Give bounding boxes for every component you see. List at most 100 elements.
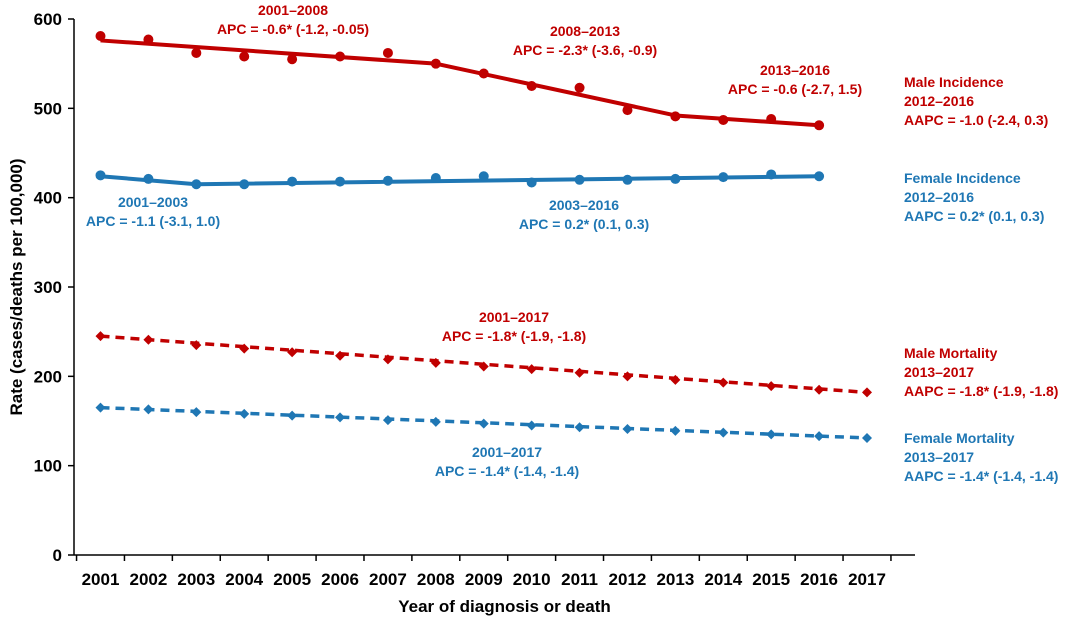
x-tick-label: 2002 <box>129 570 167 589</box>
data-point-male_mortality <box>718 377 729 388</box>
x-tick-label: 2001 <box>82 570 120 589</box>
segment-annotation-line: APC = -2.3* (-3.6, -0.9) <box>513 42 657 58</box>
x-tick-label: 2015 <box>752 570 790 589</box>
segment-annotation-line: 2003–2016 <box>549 197 619 213</box>
series-label-male_incidence-line: Male Incidence <box>904 74 1004 90</box>
data-point-male_mortality <box>862 387 872 398</box>
series-female_mortality <box>95 402 872 443</box>
data-point-male_incidence <box>526 81 537 91</box>
segment-annotation: 2001–2017 APC = -1.8* (-1.9, -1.8) <box>442 309 586 344</box>
data-point-female_incidence <box>191 179 202 190</box>
data-point-male_incidence <box>718 114 729 125</box>
x-tick-label: 2005 <box>273 570 311 589</box>
x-tick-label: 2014 <box>704 570 742 589</box>
data-point-female_mortality <box>191 407 202 418</box>
data-point-female_incidence <box>430 173 441 184</box>
series-label-male_incidence: Male Incidence 2012–2016 AAPC = -1.0 (-2.4… <box>904 74 1048 128</box>
data-point-female_mortality <box>430 416 441 427</box>
x-tick-label: 2017 <box>848 570 886 589</box>
series-label-male_mortality: Male Mortality 2013–2017 AAPC = -1.8* (-1.… <box>904 345 1058 399</box>
segment-annotation-line: APC = -0.6* (-1.2, -0.05) <box>217 21 369 37</box>
y-tick-label: 400 <box>34 189 62 208</box>
segment-annotation: 2001–2008 APC = -0.6* (-1.2, -0.05) <box>217 2 369 37</box>
data-point-male_incidence <box>478 68 489 79</box>
x-tick-label: 2013 <box>656 570 694 589</box>
y-tick-label: 0 <box>53 546 62 565</box>
series-label-female_mortality: Female Mortality 2013–2017 AAPC = -1.4* (-… <box>904 430 1058 484</box>
segment-annotation-line: 2001–2003 <box>118 194 188 210</box>
data-point-male_incidence <box>622 105 633 116</box>
data-point-male_incidence <box>335 51 346 62</box>
y-tick-label: 300 <box>34 278 62 297</box>
segment-annotation-line: APC = -1.1 (-3.1, 1.0) <box>86 213 220 229</box>
x-tick-label: 2016 <box>800 570 838 589</box>
data-point-male_mortality <box>287 347 298 358</box>
x-tick-label: 2003 <box>177 570 215 589</box>
data-point-female_incidence <box>478 171 489 182</box>
series-layer <box>95 30 872 443</box>
y-tick-label: 200 <box>34 367 62 386</box>
data-point-male_mortality <box>143 334 154 345</box>
data-point-male_incidence <box>430 58 441 69</box>
data-point-female_mortality <box>335 412 346 423</box>
series-label-female_incidence-line: 2012–2016 <box>904 189 974 205</box>
x-tick-label: 2006 <box>321 570 359 589</box>
data-point-male_incidence <box>382 47 393 58</box>
data-point-male_mortality <box>670 374 681 385</box>
y-tick-label: 500 <box>34 99 62 118</box>
data-point-female_incidence <box>382 175 393 186</box>
data-point-male_mortality <box>95 331 106 342</box>
series-female_incidence <box>95 169 825 190</box>
data-point-male_incidence <box>287 54 298 65</box>
data-point-female_mortality <box>143 404 154 415</box>
data-point-female_incidence <box>239 179 250 190</box>
x-tick-label: 2008 <box>417 570 455 589</box>
series-male_mortality <box>95 331 872 398</box>
trend-line-male_mortality <box>100 334 868 395</box>
data-point-female_mortality <box>718 427 729 438</box>
series-label-male_mortality-line: AAPC = -1.8* (-1.9, -1.8) <box>904 383 1058 399</box>
segment-annotation-line: APC = -1.4* (-1.4, -1.4) <box>435 463 579 479</box>
data-point-male_incidence <box>191 47 202 58</box>
series-label-male_mortality-line: Male Mortality <box>904 345 998 361</box>
data-point-female_mortality <box>382 415 393 426</box>
data-point-male_incidence <box>574 82 585 93</box>
data-point-male_incidence <box>239 51 250 62</box>
data-point-female_incidence <box>526 177 537 188</box>
series-label-male_incidence-line: AAPC = -1.0 (-2.4, 0.3) <box>904 112 1048 128</box>
data-point-female_mortality <box>622 424 633 435</box>
segment-annotation-line: APC = -0.6 (-2.7, 1.5) <box>728 81 862 97</box>
data-point-female_mortality <box>95 402 106 413</box>
series-male_incidence <box>95 30 825 131</box>
data-point-female_mortality <box>766 429 777 440</box>
data-point-female_incidence <box>574 174 585 185</box>
data-point-male_mortality <box>191 340 202 351</box>
data-point-male_incidence <box>766 114 777 125</box>
segment-annotation: 2003–2016 APC = 0.2* (0.1, 0.3) <box>519 197 649 232</box>
data-point-male_mortality <box>430 357 441 368</box>
annotations: 2001–2008 APC = -0.6* (-1.2, -0.05) 2008–2… <box>86 2 1059 484</box>
x-axis-title: Year of diagnosis or death <box>398 597 611 616</box>
trend-line-male_incidence <box>100 38 820 128</box>
series-label-male_mortality-line: 2013–2017 <box>904 364 974 380</box>
data-point-female_incidence <box>622 174 633 185</box>
data-point-female_mortality <box>287 410 298 421</box>
segment-annotation-line: 2001–2017 <box>472 444 542 460</box>
data-point-female_incidence <box>287 176 298 187</box>
series-label-female_incidence-line: AAPC = 0.2* (0.1, 0.3) <box>904 208 1044 224</box>
data-point-male_mortality <box>814 384 825 395</box>
series-label-male_incidence-line: 2012–2016 <box>904 93 974 109</box>
data-point-female_mortality <box>239 408 250 419</box>
data-point-male_incidence <box>670 111 681 122</box>
series-label-female_mortality-line: 2013–2017 <box>904 449 974 465</box>
y-tick-label: 600 <box>34 10 62 29</box>
data-point-female_incidence <box>718 172 729 183</box>
trend-line-female_incidence <box>100 174 820 187</box>
segment-annotation-line: 2008–2013 <box>550 23 620 39</box>
series-label-female_mortality-line: Female Mortality <box>904 430 1015 446</box>
data-point-male_incidence <box>814 120 825 131</box>
data-point-male_mortality <box>382 354 393 365</box>
segment-annotation: 2013–2016 APC = -0.6 (-2.7, 1.5) <box>728 62 862 97</box>
data-point-female_incidence <box>143 173 154 184</box>
